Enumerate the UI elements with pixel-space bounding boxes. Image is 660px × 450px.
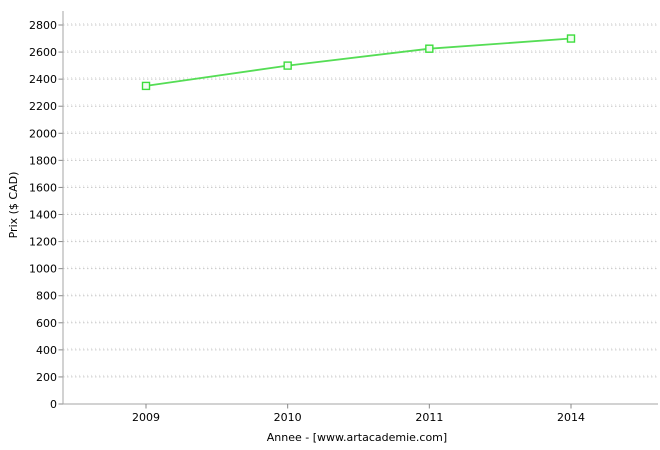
y-tick-label: 1800 [29, 154, 57, 167]
y-tick-label: 0 [50, 398, 57, 411]
y-axis-title: Prix ($ CAD) [7, 172, 20, 239]
y-tick-label: 400 [36, 344, 57, 357]
series-line [145, 37, 572, 87]
data-point-marker [141, 81, 151, 91]
y-tick-label: 2600 [29, 46, 57, 59]
y-tick-label: 2200 [29, 100, 57, 113]
y-tick-label: 1000 [29, 263, 57, 276]
x-tick-label: 2014 [557, 411, 585, 424]
y-tick-label: 200 [36, 371, 57, 384]
y-tick-label: 1400 [29, 209, 57, 222]
axes [58, 11, 658, 409]
data-series [141, 34, 576, 91]
y-tick-label: 800 [36, 290, 57, 303]
gridlines [63, 23, 658, 378]
x-tick-label: 2011 [415, 411, 443, 424]
y-tick-label: 1600 [29, 181, 57, 194]
y-tick-label: 2000 [29, 127, 57, 140]
data-point-marker [425, 44, 434, 53]
axis-tick-labels: 0 200 400 600 800 1000 1200 1400 1600 1800 2000 220… [29, 19, 585, 424]
y-tick-label: 1200 [29, 236, 57, 249]
data-point-marker [566, 34, 576, 43]
x-axis-title: Annee - [www.artacademie.com] [267, 431, 447, 444]
y-tick-label: 2400 [29, 73, 57, 86]
data-point-marker [283, 61, 292, 70]
y-tick-label: 600 [36, 317, 57, 330]
x-tick-label: 2010 [274, 411, 302, 424]
x-tick-label: 2009 [132, 411, 160, 424]
y-tick-label: 2800 [29, 19, 57, 32]
